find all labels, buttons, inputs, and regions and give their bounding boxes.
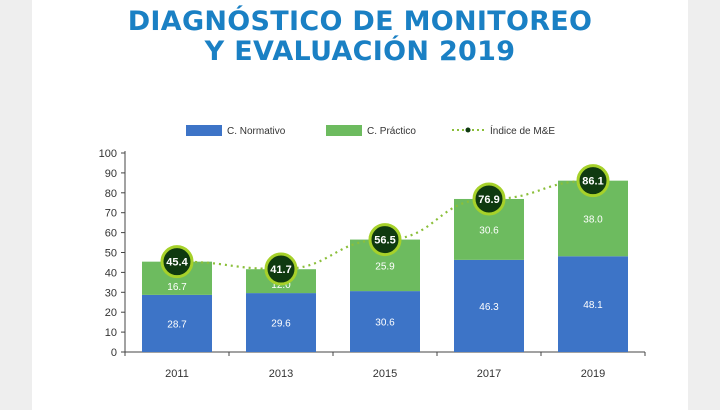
bar-label-practico: 30.6 xyxy=(479,225,499,236)
y-tick-label: 40 xyxy=(105,267,117,279)
legend-swatch-practico xyxy=(326,125,362,136)
bar-normativo xyxy=(558,256,628,352)
legend-swatch-normativo xyxy=(186,125,222,136)
index-label: 76.9 xyxy=(478,194,499,206)
index-label: 56.5 xyxy=(374,235,395,247)
bar-label-normativo: 46.3 xyxy=(479,302,499,313)
index-marker xyxy=(576,164,610,198)
y-tick-label: 10 xyxy=(105,327,117,339)
bar-normativo xyxy=(246,293,316,352)
bar-label-practico: 16.7 xyxy=(167,282,187,293)
bar-label-normativo: 29.6 xyxy=(271,319,291,330)
y-tick-label: 70 xyxy=(105,208,117,220)
index-label: 45.4 xyxy=(166,257,188,269)
bar-value-labels: 28.7 16.7 29.6 12.0 30.6 25.9 46.3 30.6 48.1 38.0 xyxy=(167,214,603,330)
bar-label-normativo: 30.6 xyxy=(375,318,395,329)
x-tick-label: 2011 xyxy=(165,368,189,380)
bar-normativo xyxy=(350,291,420,352)
bar-label-practico: 38.0 xyxy=(583,214,603,225)
index-markers: 45.4 41.7 56.5 76.9 86.1 xyxy=(160,164,610,286)
legend-label-normativo: C. Normativo xyxy=(227,126,286,137)
index-marker xyxy=(160,245,194,279)
index-label: 41.7 xyxy=(270,264,291,276)
bar-label-normativo: 48.1 xyxy=(583,300,603,311)
x-tick-label: 2015 xyxy=(373,368,397,380)
chart-title-line-1: DIAGNÓSTICO DE MONITOREO xyxy=(127,6,593,37)
index-marker xyxy=(472,182,506,216)
x-tick-label: 2019 xyxy=(581,368,605,380)
chart-title-line-2: Y EVALUACIÓN 2019 xyxy=(204,36,516,67)
legend-marker-index xyxy=(465,127,471,133)
x-tick-label: 2013 xyxy=(269,368,293,380)
bar-label-normativo: 28.7 xyxy=(167,319,187,330)
legend-label-index: Índice de M&E xyxy=(490,124,555,137)
y-tick-label: 0 xyxy=(111,347,117,359)
y-tick-label: 80 xyxy=(105,188,117,200)
y-tick-label: 90 xyxy=(105,168,117,180)
y-tick-label: 50 xyxy=(105,248,117,260)
legend-label-practico: C. Práctico xyxy=(367,126,416,137)
y-tick-label: 20 xyxy=(105,307,117,319)
y-tick-label: 60 xyxy=(105,228,117,240)
index-marker xyxy=(264,252,298,286)
y-tick-label: 30 xyxy=(105,287,117,299)
y-tick-label: 100 xyxy=(99,148,117,160)
bar-label-practico: 12.0 xyxy=(271,280,291,291)
x-tick-label: 2017 xyxy=(477,368,501,380)
bar-label-practico: 25.9 xyxy=(375,261,395,272)
chart-legend: C. Normativo C. Práctico Índice de M&E xyxy=(186,124,555,137)
index-marker xyxy=(368,223,402,257)
bar-normativo xyxy=(142,294,212,352)
index-label: 86.1 xyxy=(582,176,603,188)
bar-normativo xyxy=(454,259,524,352)
bars-group xyxy=(142,180,628,352)
